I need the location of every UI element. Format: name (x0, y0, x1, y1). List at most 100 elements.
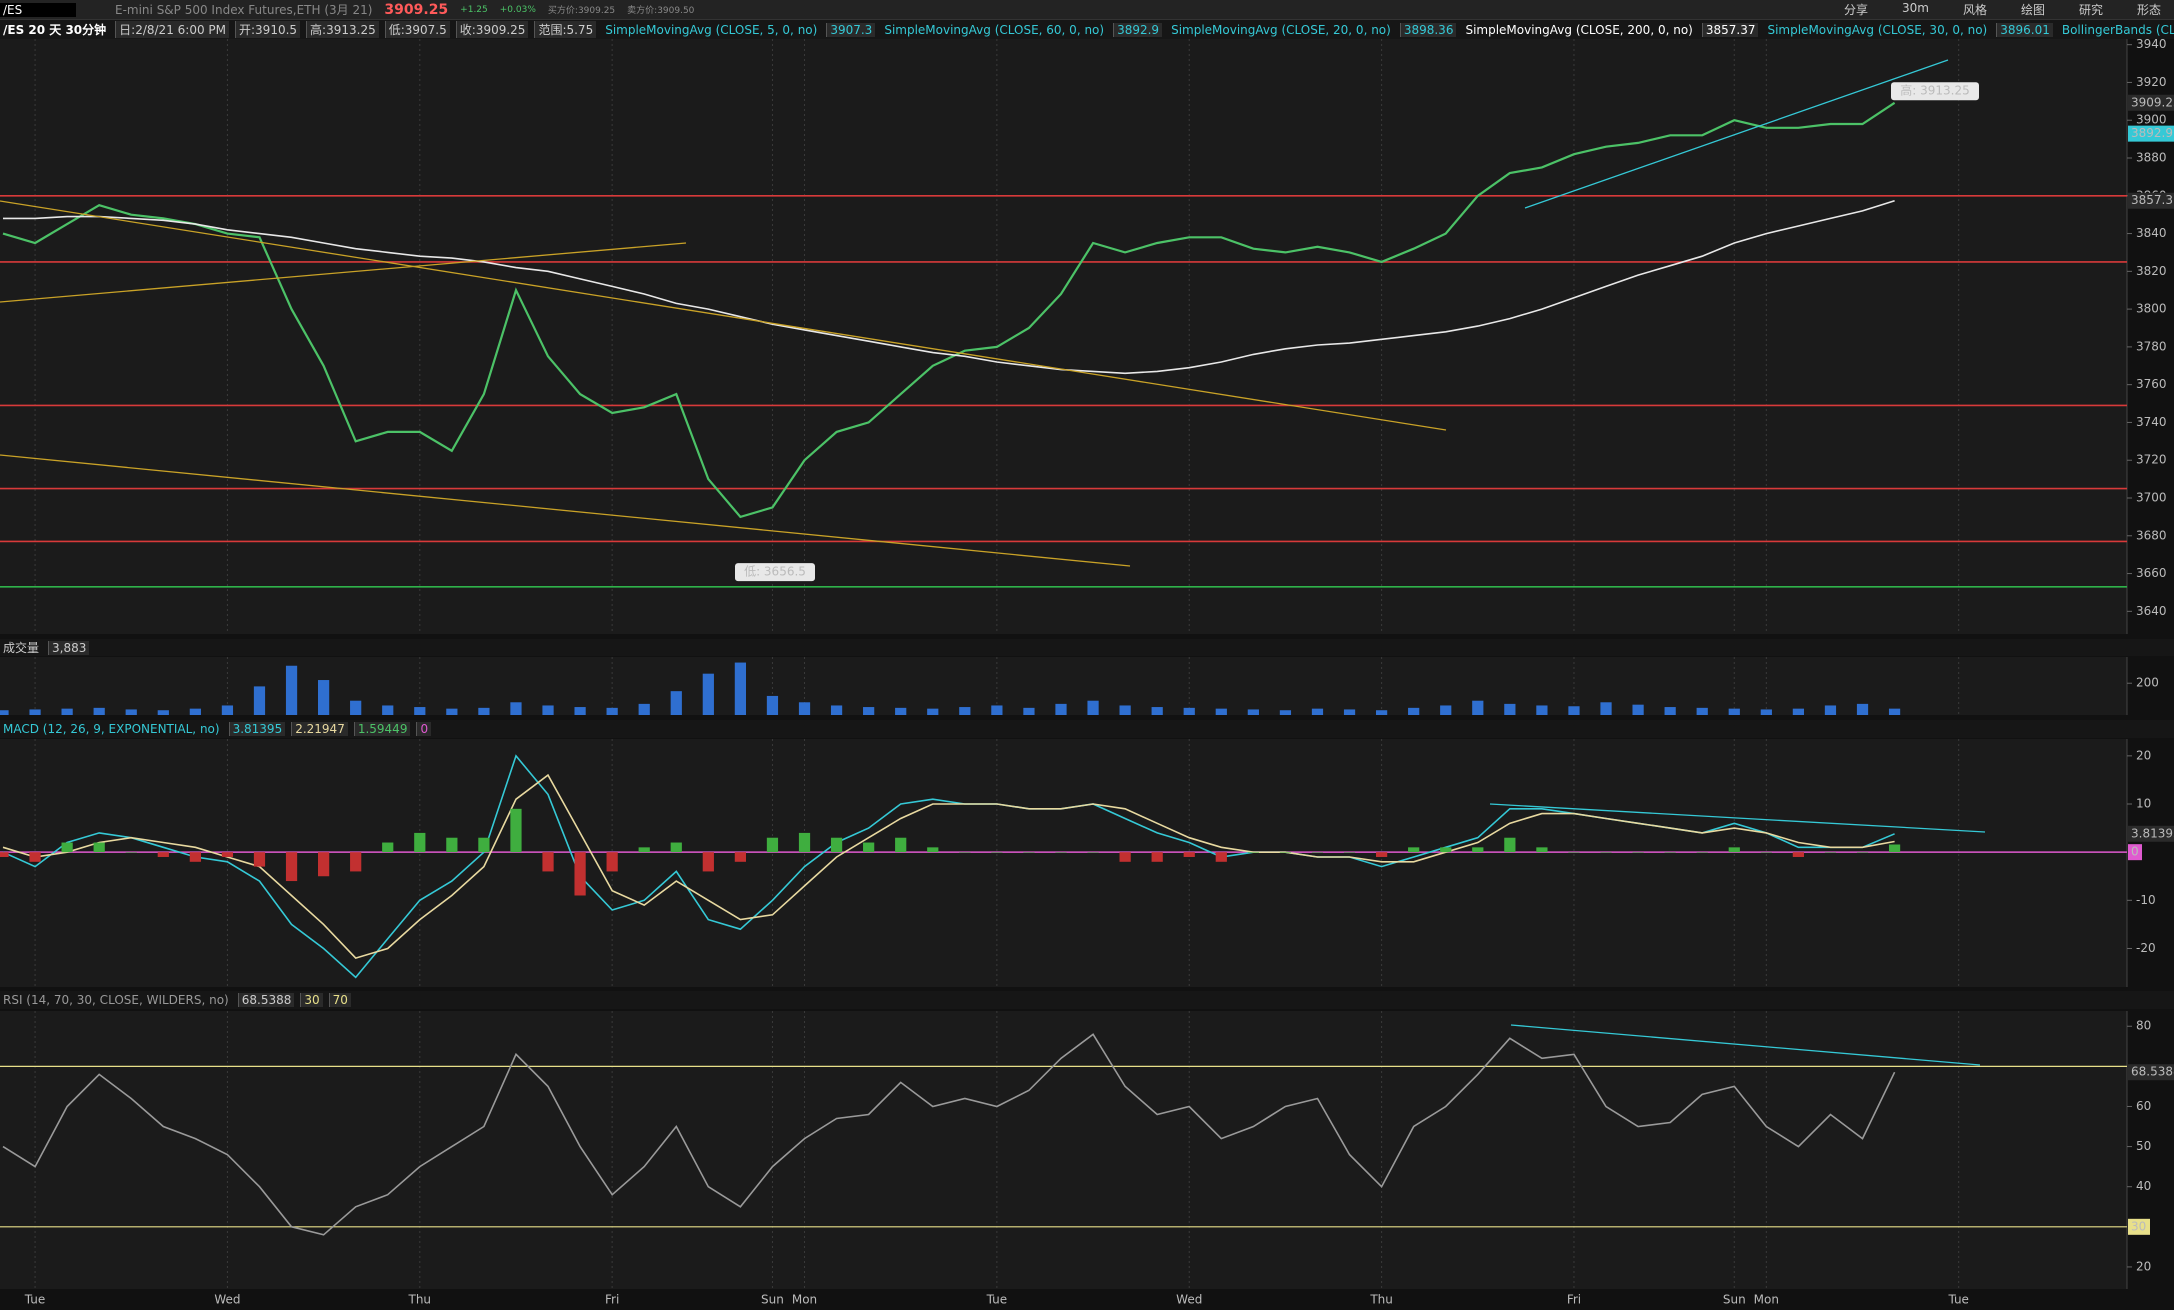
series-line (2, 773, 1895, 960)
toolbar-button[interactable]: 30m (1901, 1, 1929, 15)
bar (574, 707, 586, 715)
bar (478, 707, 490, 715)
bar (1760, 709, 1772, 715)
series-line (2, 101, 1896, 519)
bar (1023, 707, 1035, 715)
ohlc: 低:3907.5 (384, 21, 450, 38)
study-value: 3907.3 (826, 22, 876, 37)
trend-line (1489, 803, 1986, 833)
bar (1183, 852, 1195, 857)
bar (766, 695, 779, 715)
last-value-label: 3857.37 (2131, 193, 2174, 207)
bar (542, 852, 554, 872)
bid: 买方价:3909.25 (547, 6, 616, 16)
bar (61, 708, 73, 715)
y-tick-label: 3660 (2136, 566, 2167, 580)
annotation: 低: 3656.5 (744, 565, 806, 579)
y-tick-label: 3840 (2136, 226, 2167, 240)
bar (1055, 703, 1067, 715)
last-price: 3909.25 (384, 1, 449, 18)
y-tick-label: 3720 (2136, 453, 2167, 467)
rsi-overbought: 70 (328, 993, 351, 1007)
bar (1408, 847, 1420, 853)
ohlc: 范围:5.75 (534, 21, 597, 38)
y-tick-label: 20 (2136, 1259, 2151, 1273)
toolbar-button[interactable]: 风格 (1962, 3, 1987, 17)
study-value: 3892.9 (1113, 22, 1163, 37)
bar (253, 852, 266, 867)
y-tick-label: 60 (2136, 1099, 2151, 1113)
bar (350, 700, 362, 715)
bar (1600, 852, 1612, 853)
description: E-mini S&P 500 Index Futures,ETH (3月 21) (115, 3, 373, 17)
last-value-label: 3909.25 (2131, 95, 2174, 109)
study-value: 3898.36 (1399, 22, 1457, 37)
bar (1824, 852, 1837, 853)
bar (1408, 707, 1420, 715)
x-tick-label: Tue (986, 1293, 1008, 1307)
trend-line (1510, 1024, 1981, 1066)
toolbar-button[interactable]: 研究 (2078, 3, 2103, 17)
y-tick-label: 3920 (2136, 75, 2167, 89)
bar (1600, 702, 1612, 715)
y-tick-label: 3820 (2136, 264, 2167, 278)
bar (734, 852, 747, 862)
bar (1856, 703, 1869, 715)
toolbar-button[interactable]: 分享 (1843, 3, 1868, 17)
bar (1472, 847, 1484, 853)
rsi-oversold: 30 (300, 993, 323, 1007)
study-label: SimpleMovingAvg (CLOSE, 30, 0, no) (1767, 22, 1988, 37)
panel-bg (0, 39, 2127, 634)
x-tick-label: Tue (24, 1293, 46, 1307)
bar (382, 705, 394, 715)
y-tick-label: 10 (2136, 797, 2151, 811)
ohlc: 收:3909.25 (455, 21, 529, 38)
bar (959, 707, 971, 715)
bar (1215, 852, 1227, 862)
change: +1.25 (460, 4, 488, 15)
bar (157, 852, 169, 857)
bar (446, 708, 458, 715)
study-value: 3896.01 (1996, 22, 2053, 37)
bar (1119, 705, 1131, 715)
annotation: 高: 3913.25 (1900, 83, 1969, 98)
panel-bg (0, 739, 2127, 987)
study-axis-label: 3892.9 (2131, 126, 2173, 140)
bar (574, 852, 586, 896)
bar (542, 705, 554, 715)
bar (1151, 707, 1163, 715)
bar (510, 702, 522, 715)
bar (798, 832, 811, 853)
bar (638, 703, 650, 715)
bar (830, 705, 843, 715)
bar (1632, 704, 1644, 715)
bar (189, 708, 201, 715)
rsi-value: 68.5388 (237, 993, 295, 1007)
bar (606, 707, 618, 715)
bar (1279, 852, 1292, 853)
bar (1728, 708, 1740, 715)
toolbar-button[interactable]: 绘图 (2020, 3, 2045, 17)
bar (927, 847, 939, 853)
y-tick-label: 3880 (2136, 151, 2167, 165)
bar (446, 837, 458, 853)
bar (1472, 700, 1484, 715)
ask: 卖方价:3909.50 (627, 6, 695, 16)
bar (93, 707, 105, 715)
y-tick-label: 3740 (2136, 415, 2167, 429)
y-tick-label: 50 (2136, 1139, 2151, 1153)
bar (1856, 852, 1869, 853)
volume-header: 成交量 3,883 (0, 639, 2174, 656)
symbol[interactable]: /ES (0, 2, 76, 17)
bar (1343, 852, 1356, 853)
bar (61, 842, 73, 853)
ohlc: 开:3910.5 (235, 21, 301, 38)
study-label: SimpleMovingAvg (CLOSE, 5, 0, no) (605, 22, 818, 37)
y-tick-label: 3900 (2136, 113, 2167, 127)
annotation-bg (1891, 82, 1979, 101)
toolbar-button[interactable]: 形态 (2136, 3, 2161, 17)
bar (221, 705, 234, 715)
last-value-label: 3.81395 (2131, 826, 2174, 840)
bar (414, 707, 426, 715)
bar (189, 852, 201, 862)
